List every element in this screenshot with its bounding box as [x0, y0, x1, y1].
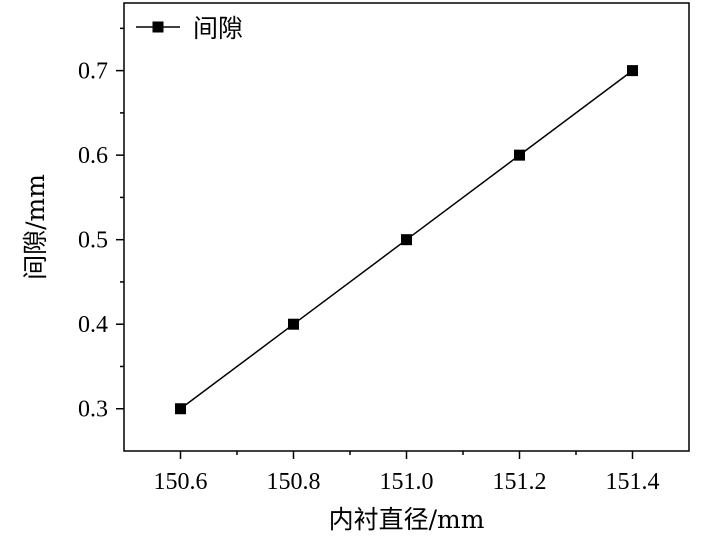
x-tick-label: 151.0 — [380, 469, 434, 495]
x-tick-label: 151.4 — [606, 469, 660, 495]
y-tick-label: 0.7 — [78, 59, 108, 85]
plot-frame — [123, 2, 690, 452]
y-tick-label: 0.3 — [78, 397, 108, 423]
data-point — [175, 403, 186, 415]
x-tick-label: 150.6 — [154, 469, 208, 495]
x-axis: 150.6 150.8 151.0 151.2 151.4 — [154, 451, 660, 495]
y-tick-label: 0.6 — [78, 143, 108, 169]
y-axis-title: 间隙/mm — [21, 174, 50, 280]
series-layer — [175, 65, 638, 415]
x-tick-label: 150.8 — [267, 469, 321, 495]
legend-label: 间隙 — [193, 14, 243, 43]
x-axis-title: 内衬直径/mm — [329, 505, 485, 534]
y-tick-label: 0.5 — [78, 228, 108, 254]
y-tick-label: 0.4 — [78, 312, 108, 338]
legend: 间隙 — [136, 14, 243, 43]
data-point — [401, 234, 412, 246]
data-point — [627, 65, 638, 77]
x-tick-label: 151.2 — [493, 469, 547, 495]
legend-marker — [152, 21, 164, 33]
y-axis: 0.3 0.4 0.5 0.6 0.7 — [78, 27, 124, 423]
data-point — [514, 149, 525, 161]
data-point — [288, 318, 299, 330]
